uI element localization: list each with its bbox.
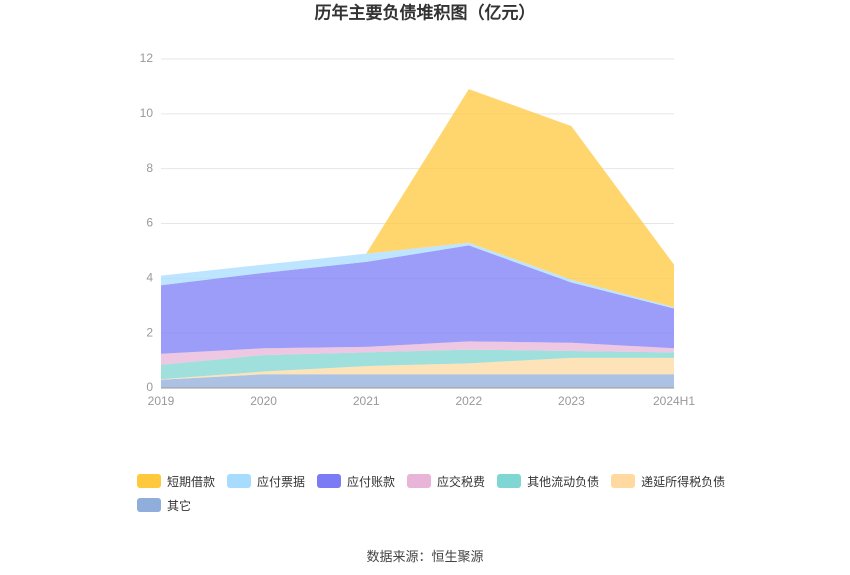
area bbox=[161, 341, 674, 365]
y-tick-label: 2 bbox=[146, 325, 153, 339]
legend: 短期借款 应付票据 应付账款 应交税费 其他流动负债 递延所得税负债其它 bbox=[137, 473, 737, 513]
legend-label: 其他流动负债 bbox=[527, 474, 600, 489]
y-tick-label: 10 bbox=[140, 106, 154, 120]
legend-label: 短期借款 bbox=[167, 474, 216, 489]
legend-swatch bbox=[407, 474, 432, 488]
x-tick-label: 2019 bbox=[148, 394, 175, 408]
area bbox=[161, 357, 674, 380]
legend-item[interactable]: 短期借款 bbox=[137, 473, 215, 489]
x-tick-label: 2020 bbox=[250, 394, 277, 408]
legend-item[interactable]: 应交税费 bbox=[407, 473, 485, 489]
legend-label: 递延所得税负债 bbox=[641, 474, 726, 489]
legend-swatch bbox=[611, 474, 636, 488]
legend-label: 应交税费 bbox=[437, 474, 486, 489]
area bbox=[161, 349, 674, 380]
chart-title: 历年主要负债堆积图（亿元） bbox=[315, 2, 536, 22]
area bbox=[161, 89, 674, 308]
y-tick-label: 6 bbox=[146, 216, 153, 230]
x-tick-label: 2022 bbox=[455, 394, 482, 408]
legend-label: 应付账款 bbox=[347, 474, 396, 489]
legend-label: 其它 bbox=[167, 498, 192, 513]
source: 数据来源：恒生聚源 bbox=[366, 549, 484, 564]
y-tick-label: 8 bbox=[146, 161, 153, 175]
area bbox=[161, 245, 674, 354]
legend-item[interactable]: 应付票据 bbox=[227, 473, 305, 489]
area bbox=[161, 374, 674, 388]
legend-swatch bbox=[137, 498, 161, 512]
legend-swatch bbox=[497, 474, 522, 488]
legend-item[interactable]: 其他流动负债 bbox=[497, 473, 599, 489]
x-tick-label: 2023 bbox=[558, 394, 585, 408]
legend-item[interactable]: 应付账款 bbox=[317, 473, 395, 489]
legend-label: 应付票据 bbox=[257, 474, 306, 489]
y-tick-label: 0 bbox=[146, 380, 153, 394]
legend-item[interactable]: 递延所得税负债 bbox=[611, 473, 725, 489]
legend-swatch bbox=[227, 474, 252, 488]
y-tick-label: 4 bbox=[146, 271, 153, 285]
x-tick-label: 2021 bbox=[353, 394, 380, 408]
legend-swatch bbox=[137, 474, 161, 488]
legend-item[interactable]: 其它 bbox=[137, 497, 191, 513]
legend-swatch bbox=[317, 474, 342, 488]
chart: 历年主要负债堆积图（亿元） 0 2 4 6 8 10 12 2019 2020 2021 2022 2… bbox=[140, 2, 696, 408]
y-tick-label: 12 bbox=[140, 51, 154, 65]
x-tick-label: 2024H1 bbox=[653, 394, 695, 408]
